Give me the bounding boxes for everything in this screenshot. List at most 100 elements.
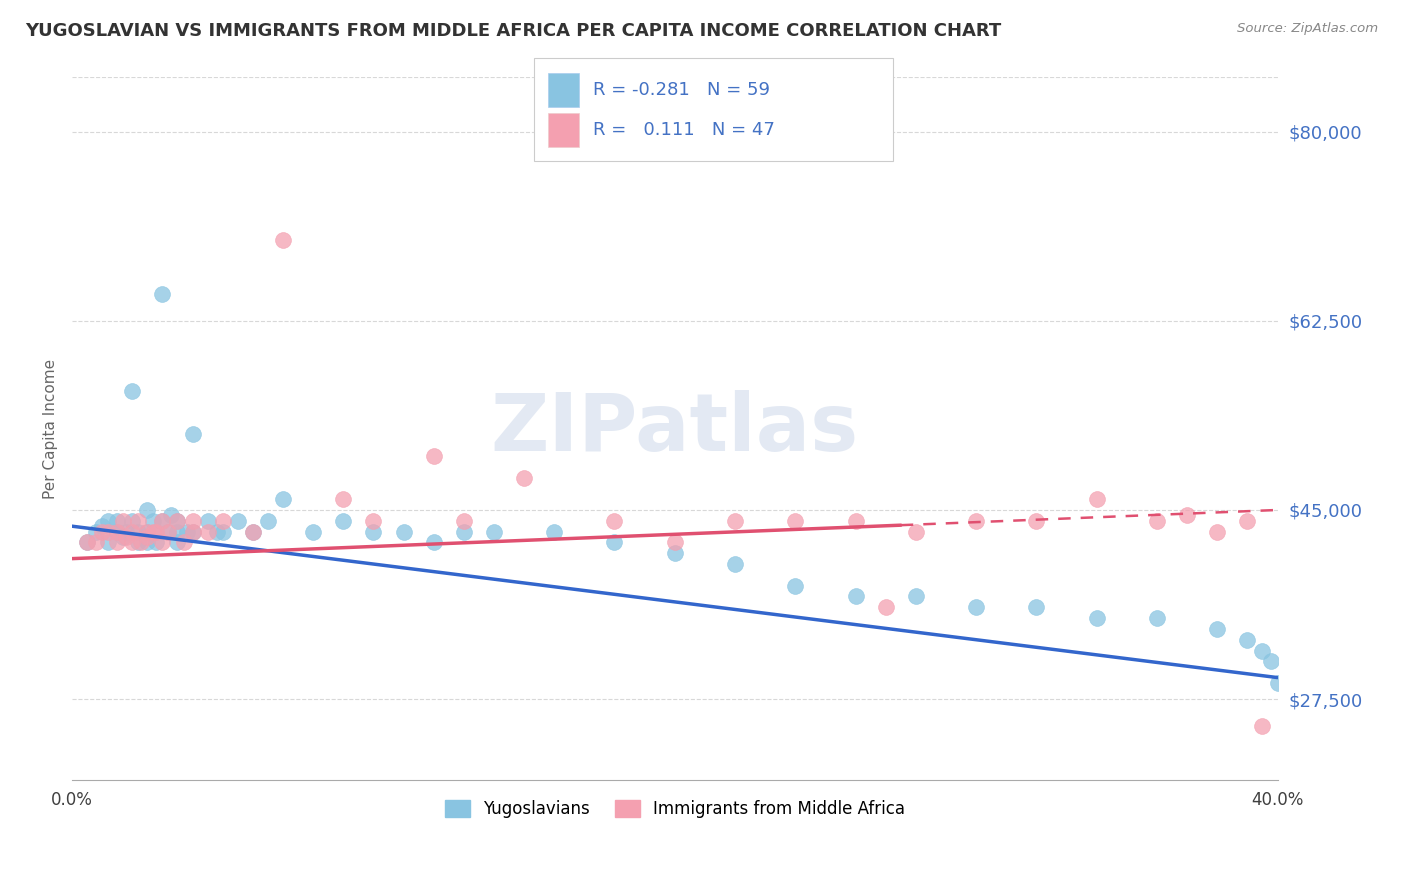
Point — [166, 514, 188, 528]
Point — [1236, 632, 1258, 647]
Point — [1260, 654, 1282, 668]
Point — [211, 514, 233, 528]
Point — [142, 514, 165, 528]
Point — [112, 530, 135, 544]
Point — [121, 384, 143, 398]
Point — [160, 508, 183, 523]
Point — [181, 514, 204, 528]
Point — [543, 524, 565, 539]
Point — [603, 514, 626, 528]
Point — [105, 535, 128, 549]
Point — [115, 530, 138, 544]
Point — [121, 514, 143, 528]
Point — [875, 600, 897, 615]
Point — [211, 524, 233, 539]
Point — [84, 535, 107, 549]
Point — [603, 535, 626, 549]
Point — [271, 492, 294, 507]
Point — [363, 514, 385, 528]
Point — [97, 535, 120, 549]
Point — [1267, 676, 1289, 690]
Point — [422, 449, 444, 463]
Point — [226, 514, 249, 528]
Point — [166, 524, 188, 539]
Point — [127, 535, 149, 549]
Point — [181, 524, 204, 539]
Legend: Yugoslavians, Immigrants from Middle Africa: Yugoslavians, Immigrants from Middle Afr… — [437, 793, 911, 825]
Point — [785, 514, 807, 528]
Point — [91, 519, 114, 533]
Point — [242, 524, 264, 539]
Point — [121, 524, 143, 539]
Point — [332, 492, 354, 507]
Point — [166, 514, 188, 528]
Point — [152, 514, 174, 528]
Point — [453, 524, 475, 539]
Point — [136, 524, 159, 539]
Point — [112, 514, 135, 528]
Point — [453, 514, 475, 528]
Point — [965, 600, 987, 615]
Point — [145, 524, 167, 539]
Point — [904, 524, 927, 539]
Point — [152, 535, 174, 549]
Point — [105, 514, 128, 528]
Y-axis label: Per Capita Income: Per Capita Income — [44, 359, 58, 499]
Point — [363, 524, 385, 539]
Text: R =   0.111   N = 47: R = 0.111 N = 47 — [593, 121, 775, 139]
Point — [845, 514, 868, 528]
Point — [205, 524, 228, 539]
Point — [302, 524, 325, 539]
Point — [724, 557, 747, 571]
Point — [127, 524, 149, 539]
Text: R = -0.281   N = 59: R = -0.281 N = 59 — [593, 81, 770, 99]
Point — [1206, 622, 1229, 636]
Point — [482, 524, 505, 539]
Point — [242, 524, 264, 539]
Point — [1085, 492, 1108, 507]
Point — [91, 524, 114, 539]
Point — [724, 514, 747, 528]
Point — [1175, 508, 1198, 523]
Point — [152, 514, 174, 528]
Point — [142, 524, 165, 539]
Point — [513, 470, 536, 484]
Point — [136, 535, 159, 549]
Point — [1251, 643, 1274, 657]
Point — [271, 233, 294, 247]
Point — [121, 535, 143, 549]
Point — [157, 524, 180, 539]
Point — [76, 535, 98, 549]
Point — [76, 535, 98, 549]
Point — [136, 503, 159, 517]
Text: Source: ZipAtlas.com: Source: ZipAtlas.com — [1237, 22, 1378, 36]
Point — [1146, 611, 1168, 625]
Point — [97, 514, 120, 528]
Point — [136, 530, 159, 544]
Point — [1251, 719, 1274, 733]
Point — [105, 524, 128, 539]
Point — [131, 535, 153, 549]
Point — [115, 524, 138, 539]
Point — [965, 514, 987, 528]
Point — [785, 579, 807, 593]
Point — [145, 535, 167, 549]
Point — [145, 524, 167, 539]
Text: ZIPatlas: ZIPatlas — [491, 390, 859, 468]
Text: YUGOSLAVIAN VS IMMIGRANTS FROM MIDDLE AFRICA PER CAPITA INCOME CORRELATION CHART: YUGOSLAVIAN VS IMMIGRANTS FROM MIDDLE AF… — [25, 22, 1001, 40]
Point — [664, 546, 686, 560]
Point — [127, 514, 149, 528]
Point — [197, 524, 219, 539]
Point — [422, 535, 444, 549]
Point — [1146, 514, 1168, 528]
Point — [1085, 611, 1108, 625]
Point — [1025, 514, 1047, 528]
Point — [176, 524, 198, 539]
Point — [181, 427, 204, 442]
Point — [173, 535, 195, 549]
Point — [166, 535, 188, 549]
Point — [197, 514, 219, 528]
Point — [105, 524, 128, 539]
Point — [157, 524, 180, 539]
Point — [1236, 514, 1258, 528]
